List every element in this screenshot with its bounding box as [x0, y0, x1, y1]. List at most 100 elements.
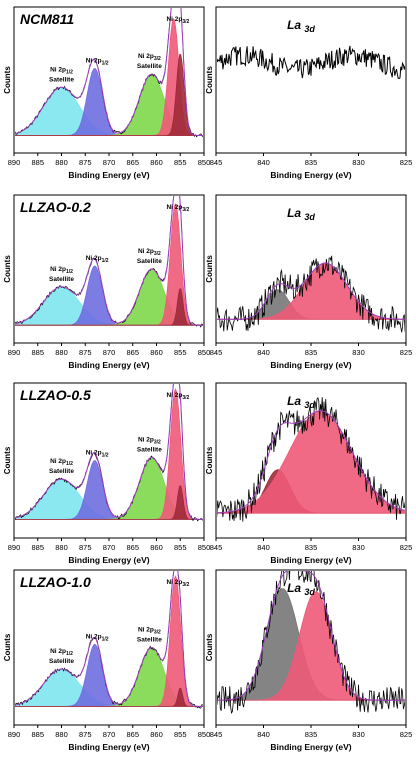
x-tick-label: 855 — [174, 348, 187, 357]
peak-label: Ni 2p1/2 — [50, 66, 73, 75]
x-tick-label: 850 — [198, 543, 211, 552]
x-axis-label: Binding Energy (eV) — [270, 360, 351, 370]
plot-area — [15, 571, 203, 709]
envelope-line — [217, 571, 405, 701]
x-tick-label: 840 — [257, 730, 270, 739]
peak-darkred — [15, 54, 203, 136]
peak-darkred — [15, 288, 203, 326]
y-axis-label: Counts — [3, 66, 12, 94]
chart-panel-3: 890 885 880 875 870 865 860 855 850 Binding Energ… — [3, 194, 211, 370]
x-tick-label: 870 — [103, 543, 116, 552]
x-tick-label: 880 — [55, 543, 68, 552]
peak-label: Ni 2p1/2 — [86, 633, 109, 642]
raw-data-line — [217, 571, 405, 715]
x-axis-label: Binding Energy (eV) — [68, 555, 149, 565]
peak-label: Ni 2p3/2 — [166, 392, 189, 401]
x-tick-label: 830 — [352, 543, 365, 552]
peak-label: Ni 2p3/2 — [166, 204, 189, 213]
y-axis-label: Counts — [205, 255, 214, 283]
peak-label-sub: 3/2 — [154, 251, 161, 257]
x-tick-label: 880 — [55, 158, 68, 167]
x-tick-label: 845 — [210, 730, 223, 739]
chart-panel-1: 890 885 880 875 870 865 860 855 850 Binding Energ… — [3, 6, 210, 180]
x-tick-label: 885 — [31, 543, 44, 552]
x-tick-label: 830 — [352, 348, 365, 357]
panel-title: La 3d — [287, 581, 315, 597]
x-tick-label: 840 — [257, 158, 270, 167]
peak-label-extra: Satellite — [137, 258, 162, 265]
peak-label: Ni 2p3/2 — [138, 248, 161, 257]
peak-red — [217, 410, 405, 514]
x-tick-label: 825 — [400, 348, 413, 357]
panel-title-sub: 3d — [304, 212, 315, 222]
panel-title: La 3d — [287, 206, 315, 222]
panel-title: LLZAO-0.5 — [20, 387, 91, 403]
x-tick-label: 865 — [126, 730, 139, 739]
x-tick-label: 890 — [8, 158, 21, 167]
x-tick-label: 870 — [103, 348, 116, 357]
peak-label-extra: Satellite — [137, 637, 162, 644]
peak-label-sub: 3/2 — [182, 19, 189, 25]
envelope-line — [15, 384, 203, 520]
x-tick-label: 870 — [103, 158, 116, 167]
peak-label-sub: 1/2 — [66, 651, 73, 657]
x-tick-label: 855 — [174, 158, 187, 167]
chart-panel-8: 845 840 835 830 825 Binding Energy (eV) Counts… — [205, 569, 412, 752]
peak-label-sub: 1/2 — [102, 258, 109, 264]
peak-darkred — [15, 687, 203, 707]
peak-label: Ni 2p3/2 — [138, 627, 161, 636]
y-axis-label: Counts — [3, 446, 12, 474]
x-tick-label: 885 — [31, 730, 44, 739]
peak-label-sub: 1/2 — [66, 269, 73, 275]
peak-label: Ni 2p3/2 — [138, 53, 161, 62]
chart-panel-6: 845 840 835 830 825 Binding Energy (eV) Counts… — [205, 382, 413, 565]
x-tick-label: 845 — [210, 158, 223, 167]
panel-title-sub: 3d — [304, 24, 315, 34]
x-tick-label: 890 — [8, 730, 21, 739]
panel-title: LLZAO-1.0 — [20, 574, 91, 590]
x-tick-label: 885 — [31, 158, 44, 167]
x-tick-label: 875 — [79, 348, 92, 357]
peak-label: Ni 2p3/2 — [166, 16, 189, 25]
plot-area — [217, 45, 405, 80]
peak-label-extra: Satellite — [49, 76, 74, 83]
peak-label: Ni 2p3/2 — [138, 436, 161, 445]
raw-data-line — [217, 255, 405, 333]
y-axis-label: Counts — [205, 66, 214, 94]
peak-label-sub: 1/2 — [66, 461, 73, 467]
peak-label: Ni 2p3/2 — [166, 579, 189, 588]
panel-title: LLZAO-0.2 — [20, 199, 91, 215]
peak-label: Ni 2p1/2 — [50, 266, 73, 275]
x-tick-label: 850 — [198, 348, 211, 357]
plot-area — [15, 384, 203, 522]
x-axis-label: Binding Energy (eV) — [68, 742, 149, 752]
x-tick-label: 865 — [126, 543, 139, 552]
x-tick-label: 830 — [352, 158, 365, 167]
y-axis-label: Counts — [205, 446, 214, 474]
peak-label: Ni 2p1/2 — [86, 255, 109, 264]
raw-data-line — [217, 396, 405, 522]
panel-title: La 3d — [287, 394, 315, 410]
panel-title: NCM811 — [20, 11, 74, 27]
peak-label-sub: 3/2 — [182, 395, 189, 401]
peak-label-extra: Satellite — [49, 658, 74, 665]
x-tick-label: 825 — [400, 543, 413, 552]
panel-title: La 3d — [287, 18, 315, 34]
x-tick-label: 840 — [257, 348, 270, 357]
envelope-line — [15, 571, 203, 707]
y-axis-label: Counts — [3, 255, 12, 283]
chart-panel-7: 890 885 880 875 870 865 860 855 850 Binding Energ… — [3, 569, 211, 752]
x-axis-label: Binding Energy (eV) — [270, 555, 351, 565]
raw-data-line — [217, 45, 405, 80]
x-tick-label: 850 — [198, 730, 211, 739]
x-tick-label: 865 — [126, 158, 139, 167]
x-axis-label: Binding Energy (eV) — [68, 360, 149, 370]
x-tick-label: 840 — [257, 543, 270, 552]
x-tick-label: 875 — [79, 543, 92, 552]
x-tick-label: 890 — [8, 348, 21, 357]
peak-label-extra: Satellite — [49, 468, 74, 475]
envelope-line — [217, 262, 405, 320]
peak-label: Ni 2p1/2 — [50, 458, 73, 467]
x-tick-label: 835 — [305, 348, 318, 357]
